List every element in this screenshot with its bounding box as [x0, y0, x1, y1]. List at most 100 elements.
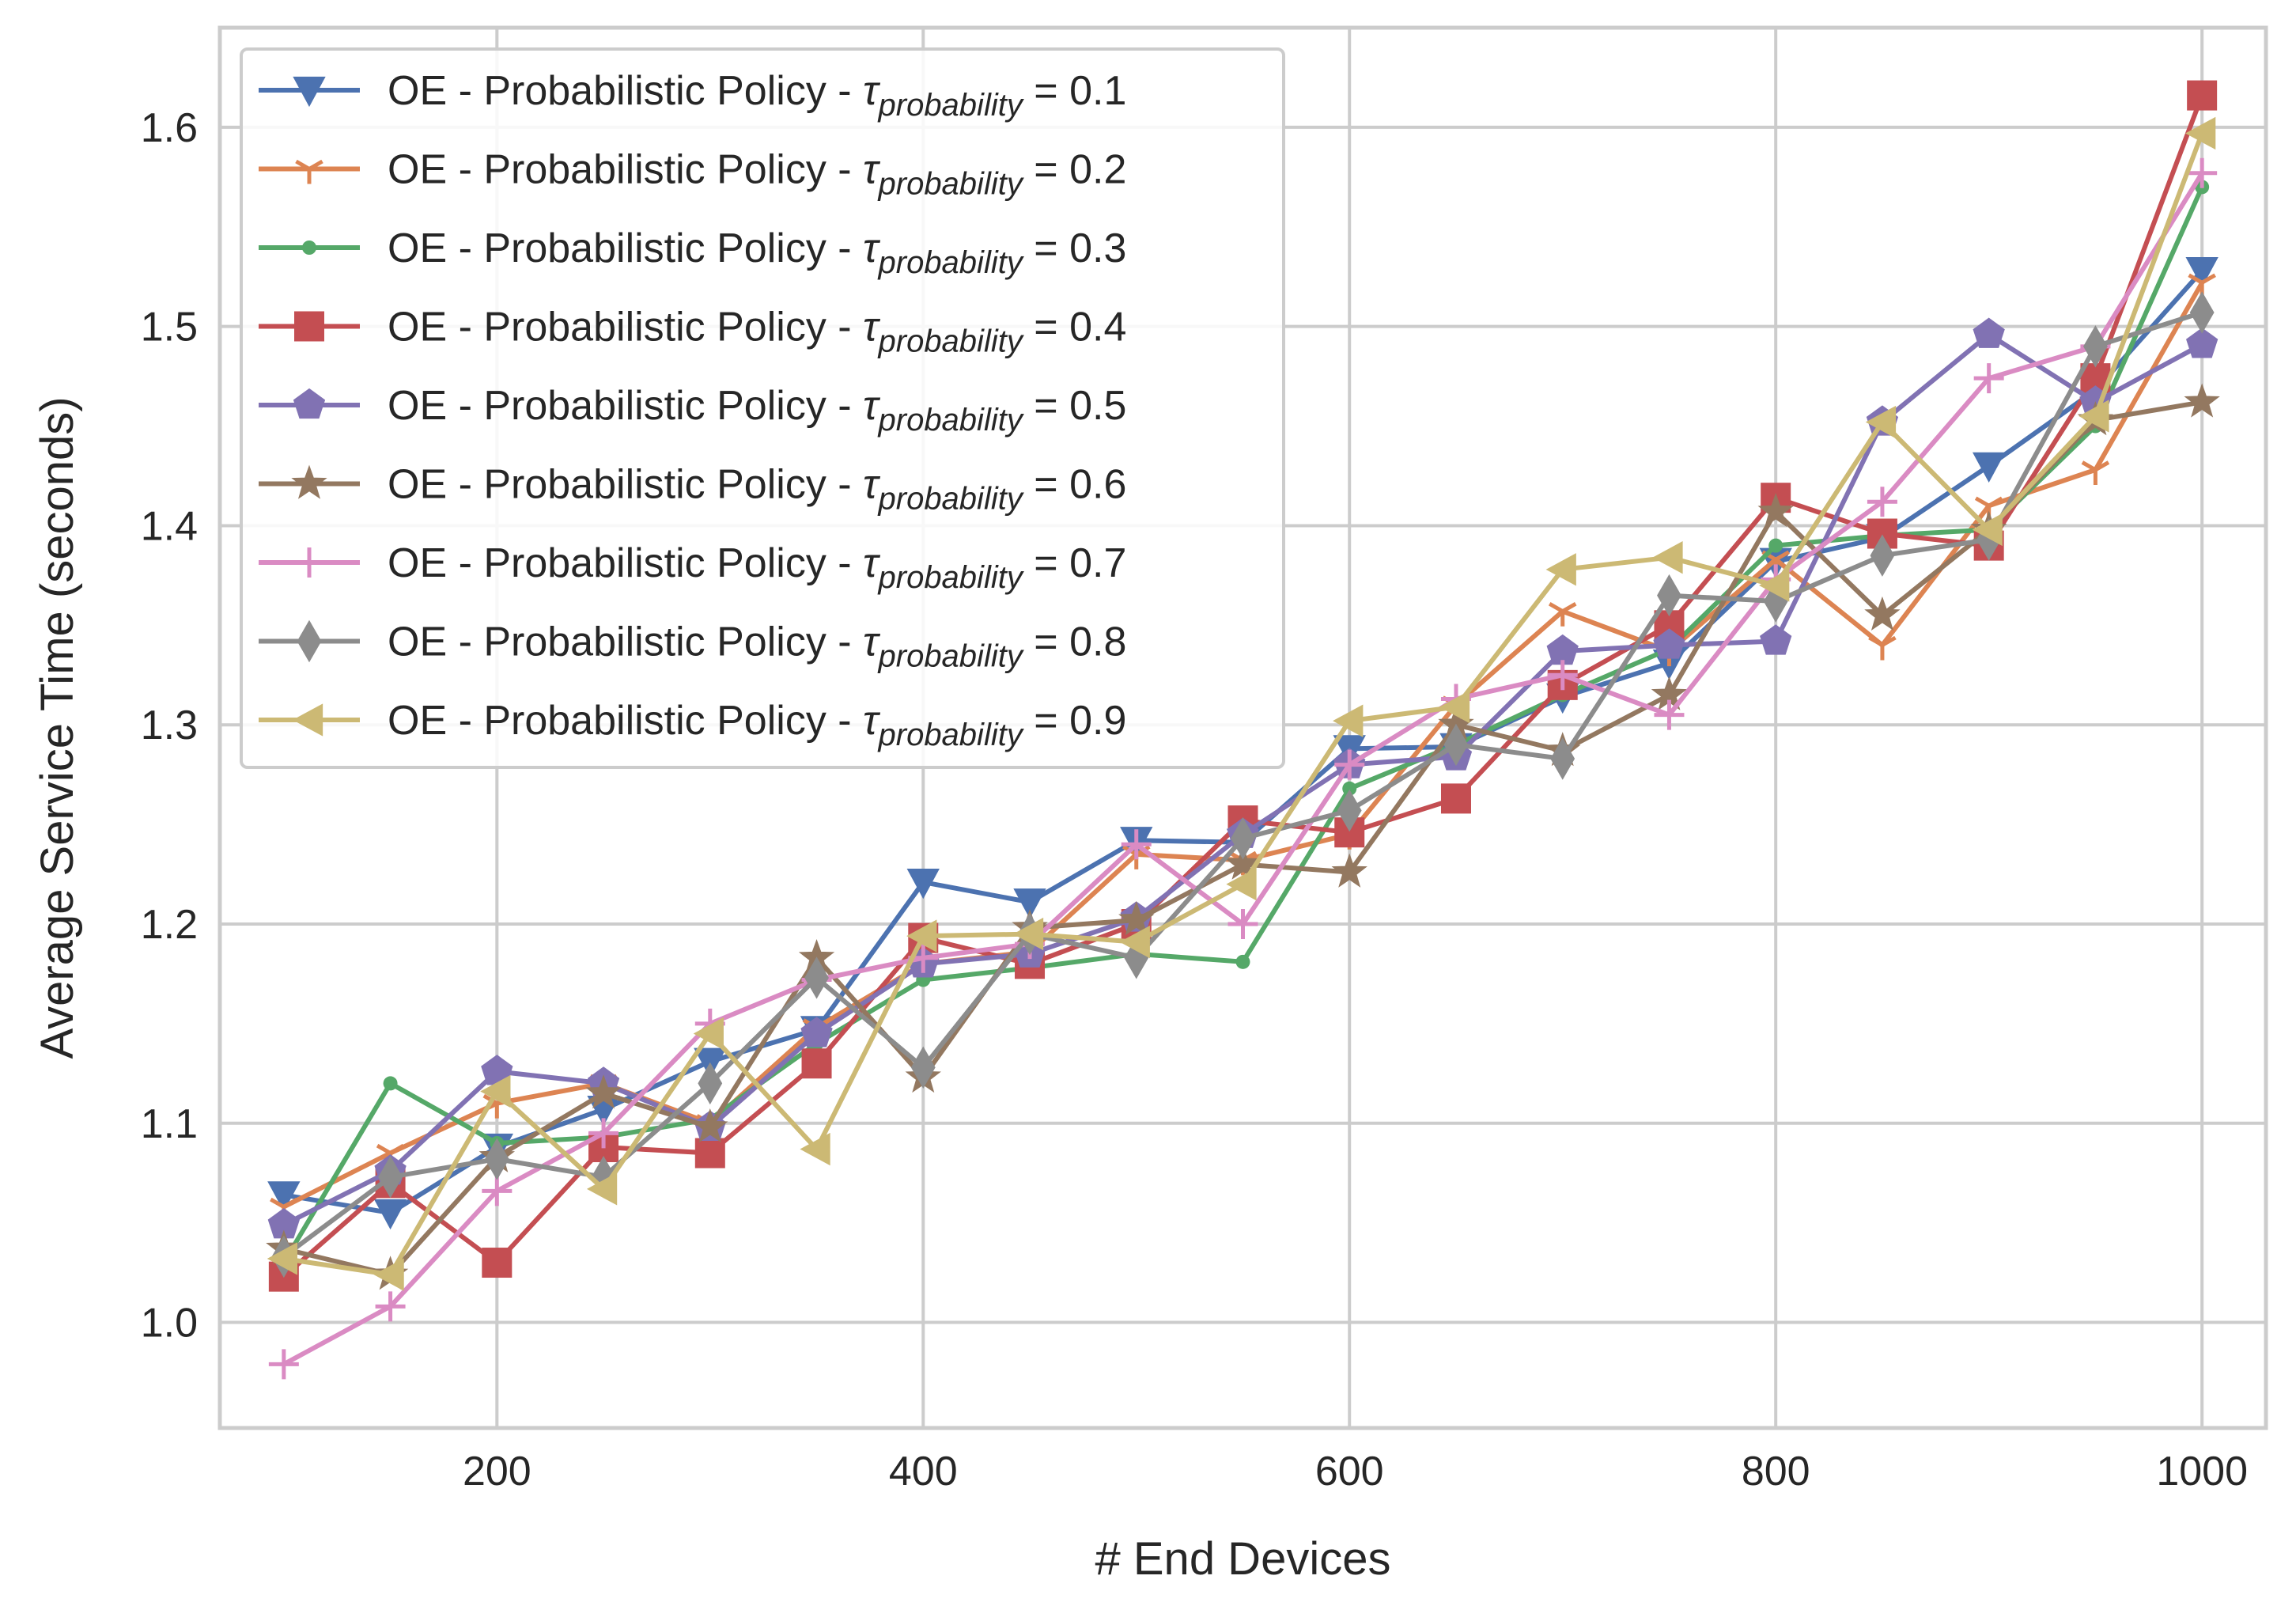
legend-label-part: OE - Probabilistic Policy -: [388, 619, 863, 665]
legend-label-part: τ: [863, 225, 881, 271]
data-point: [1653, 628, 1685, 659]
data-point: [585, 1074, 622, 1109]
legend-label-part: = 0.3: [1023, 225, 1127, 271]
legend-label-part: = 0.8: [1023, 619, 1127, 665]
data-point: [1864, 596, 1901, 631]
data-point: [2083, 325, 2108, 368]
data-point: [1547, 660, 1578, 691]
y-axis-label: Average Service Time (seconds): [32, 396, 83, 1059]
data-point: [482, 1176, 513, 1206]
y-tick-label: 1.3: [141, 703, 198, 748]
data-point: [2081, 460, 2110, 485]
legend-label-part: = 0.2: [1023, 147, 1127, 193]
data-point: [484, 1138, 509, 1180]
legend-label-part: τ: [863, 462, 881, 508]
plot-area-frame: [217, 25, 2268, 1430]
legend-label-part: τ: [863, 698, 881, 744]
data-point: [1224, 845, 1261, 880]
y-tick-label: 1.2: [141, 902, 198, 948]
legend-label-part: OE - Probabilistic Policy -: [388, 540, 863, 586]
legend-label: OE - Probabilistic Policy - τprobability…: [388, 147, 1126, 202]
legend-label: OE - Probabilistic Policy - τprobability…: [388, 68, 1126, 123]
data-point: [267, 1242, 297, 1275]
data-point: [692, 1108, 728, 1143]
data-point: [1545, 553, 1576, 586]
legend-label-part: probability: [878, 560, 1025, 595]
data-point: [1760, 624, 1792, 655]
legend-item: OE - Probabilistic Policy - τprobability…: [259, 225, 1126, 280]
data-point: [1973, 363, 2004, 394]
data-point: [1443, 723, 1469, 767]
data-point: [1121, 829, 1152, 860]
data-point: [1227, 909, 1258, 939]
data-point: [2187, 157, 2218, 188]
data-point: [2185, 116, 2216, 150]
y-tick-label: 1.6: [141, 105, 198, 151]
legend-item: OE - Probabilistic Policy - τprobability…: [259, 68, 1126, 123]
data-point: [1550, 737, 1575, 780]
series-layer: [266, 80, 2220, 1380]
legend-label-part: OE - Probabilistic Policy -: [388, 462, 863, 508]
data-point: [2079, 400, 2109, 433]
legend-marker: [294, 311, 324, 342]
legend-label-part: = 0.5: [1023, 383, 1127, 429]
data-point: [1972, 513, 2003, 547]
legend-item: OE - Probabilistic Policy - τprobability…: [259, 698, 1126, 752]
legend-item: OE - Probabilistic Policy - τprobability…: [259, 147, 1126, 202]
legend-label-part: OE - Probabilistic Policy -: [388, 225, 863, 271]
legend-label-part: = 0.9: [1023, 698, 1127, 744]
data-point: [1439, 690, 1470, 724]
legend-item: OE - Probabilistic Policy - τprobability…: [259, 540, 1126, 595]
legend-label-part: probability: [878, 639, 1025, 674]
data-point: [804, 956, 829, 999]
data-point: [373, 1258, 404, 1291]
data-point: [906, 919, 937, 953]
legend-marker: [291, 464, 327, 499]
data-point: [1119, 925, 1150, 959]
data-point: [693, 1017, 724, 1051]
data-point: [1973, 317, 2005, 348]
data-point: [1342, 781, 1357, 796]
legend-label-part: probability: [878, 482, 1025, 517]
data-point: [1870, 534, 1895, 577]
legend-label: OE - Probabilistic Policy - τprobability…: [388, 698, 1126, 752]
legend-label: OE - Probabilistic Policy - τprobability…: [388, 225, 1126, 280]
y-tick-label: 1.1: [141, 1101, 198, 1147]
y-tick-label: 1.0: [141, 1301, 198, 1347]
legend-label-part: probability: [878, 718, 1025, 752]
legend-label-part: τ: [863, 68, 881, 114]
legend-label-part: probability: [878, 324, 1025, 359]
data-point: [1013, 888, 1046, 919]
data-point: [698, 1062, 723, 1105]
legend-label: OE - Probabilistic Policy - τprobability…: [388, 619, 1126, 674]
legend-label: OE - Probabilistic Policy - τprobability…: [388, 383, 1126, 437]
legend-label-part: OE - Probabilistic Policy -: [388, 383, 863, 429]
legend-marker: [292, 703, 323, 737]
legend-label-part: = 0.7: [1023, 540, 1127, 586]
x-tick-label: 1000: [2156, 1449, 2248, 1494]
x-tick-label: 600: [1315, 1449, 1384, 1494]
data-point: [1868, 635, 1897, 661]
tick-labels: 200 400 600 800 1000 1.0 1.1 1.2 1.3 1.4 1.5 1.6: [141, 105, 2248, 1494]
data-point: [1768, 538, 1783, 553]
data-point: [373, 1199, 407, 1230]
data-point: [906, 868, 940, 900]
data-point: [375, 1291, 406, 1322]
legend-label-part: OE - Probabilistic Policy -: [388, 147, 863, 193]
legend-label-part: OE - Probabilistic Policy -: [388, 698, 863, 744]
data-point: [1440, 783, 1471, 814]
data-point: [1334, 749, 1365, 780]
legend-label-part: τ: [863, 383, 881, 429]
legend-label-part: probability: [878, 245, 1025, 280]
legend-label-part: probability: [878, 403, 1025, 437]
data-point: [1757, 492, 1794, 528]
legend-label-part: τ: [863, 147, 881, 193]
data-point: [480, 1074, 511, 1108]
data-point: [2184, 383, 2220, 418]
data-point: [1333, 704, 1364, 737]
data-point: [1012, 917, 1044, 951]
data-point: [694, 1138, 725, 1169]
y-tick-label: 1.4: [141, 503, 198, 549]
series-9: [267, 116, 2216, 1291]
